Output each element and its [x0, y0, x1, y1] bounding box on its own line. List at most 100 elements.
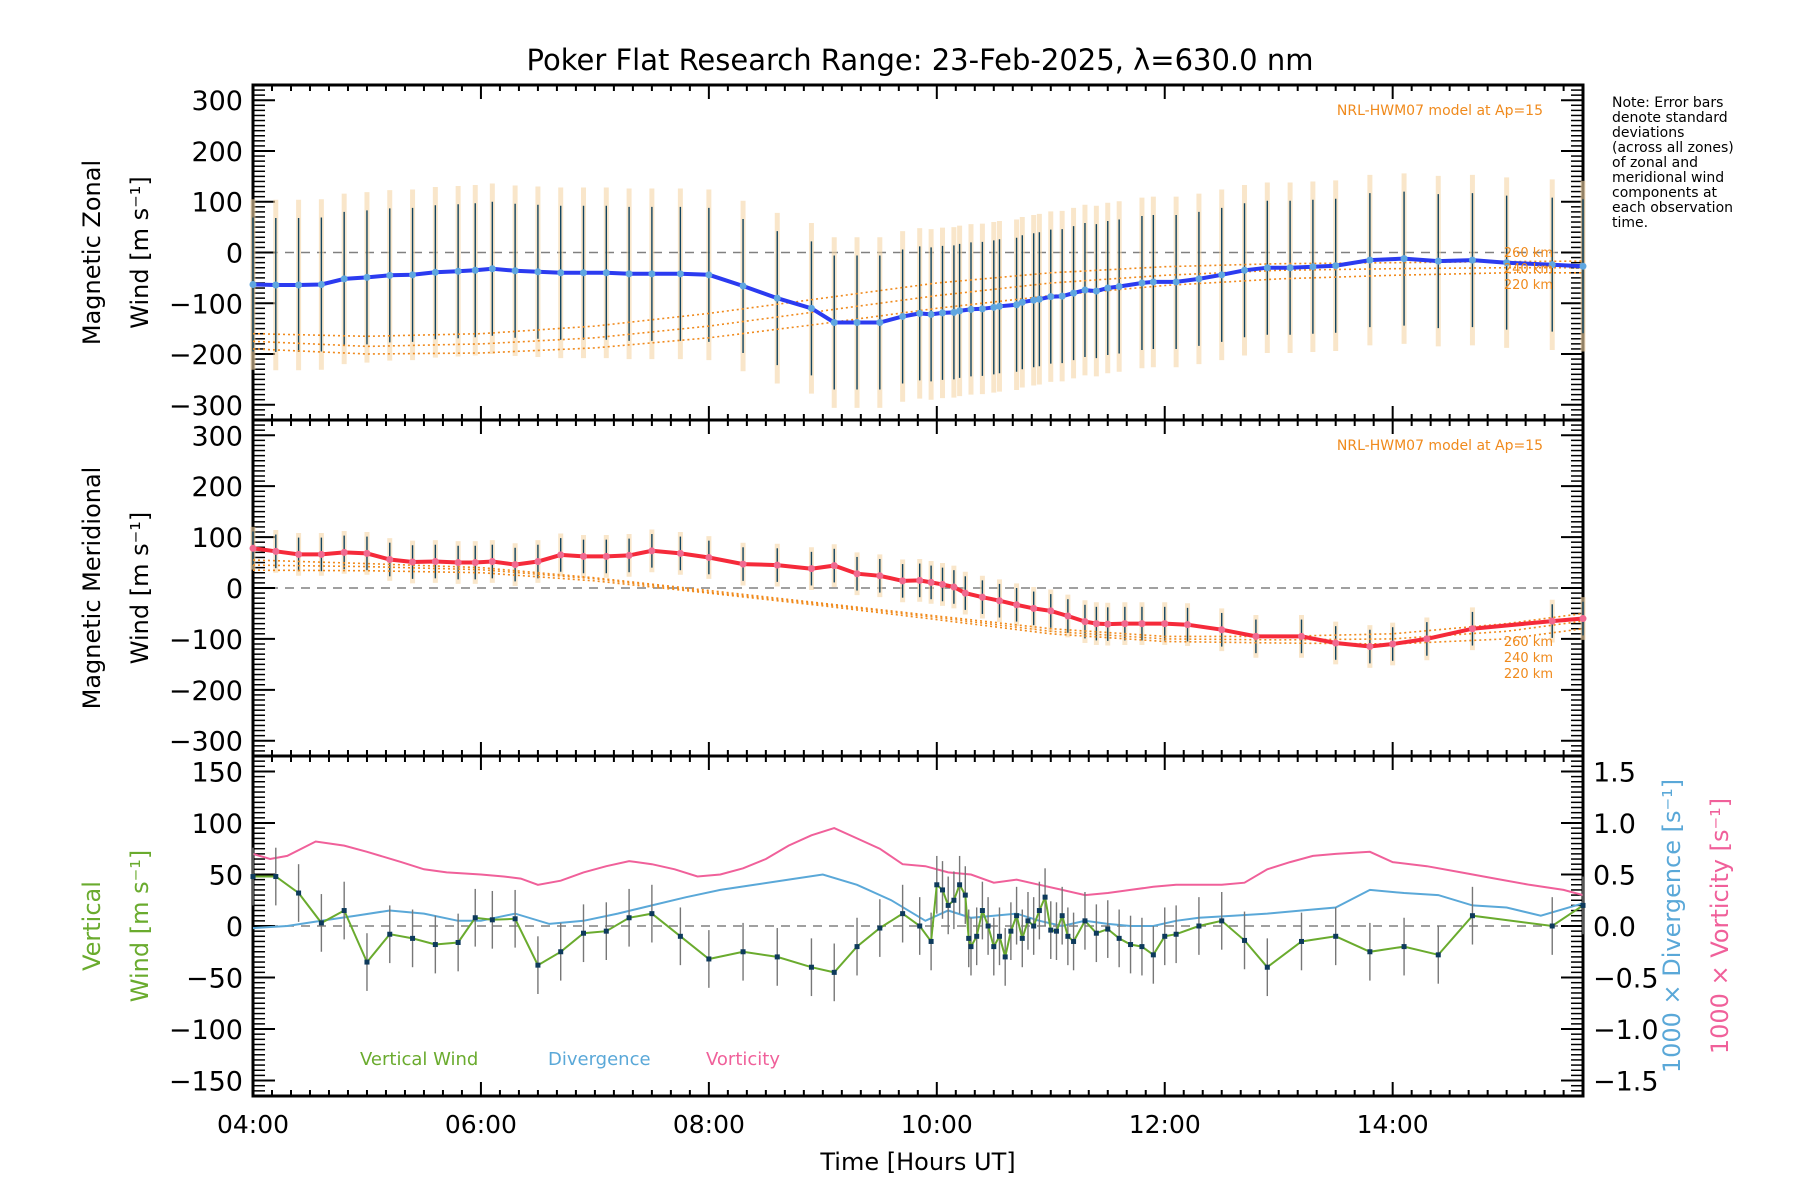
data-point — [1252, 632, 1260, 640]
data-point — [1309, 263, 1317, 271]
data-point — [916, 576, 924, 584]
data-point — [1423, 635, 1431, 643]
model-line-hwm07-240-km — [252, 266, 1583, 348]
model-line-hwm07-220-km — [252, 569, 1584, 645]
y-tick-label: 300 — [191, 421, 243, 452]
data-point — [512, 916, 518, 922]
data-point — [1121, 620, 1129, 628]
data-point — [602, 269, 610, 277]
data-point — [705, 271, 713, 279]
data-point — [854, 944, 860, 950]
data-point — [580, 552, 588, 560]
data-point — [386, 271, 394, 279]
data-point — [557, 551, 565, 559]
x-axis-label: Time [Hours UT] — [819, 1148, 1015, 1176]
data-point — [410, 935, 416, 941]
data-point — [1218, 626, 1226, 634]
data-point — [409, 271, 417, 279]
panels: 300 200 100 0 −100 −200 −300 Magnetic Zonal Wind… — [78, 83, 1734, 1139]
data-point — [1128, 942, 1134, 948]
data-point — [1196, 923, 1202, 929]
data-point — [968, 944, 974, 950]
data-point — [273, 874, 279, 880]
data-point — [1115, 283, 1123, 291]
right-tick-label: 1.0 — [1593, 809, 1636, 840]
data-point — [1139, 944, 1145, 950]
data-point — [1070, 289, 1078, 297]
data-point — [773, 294, 781, 302]
y-tick-label: −300 — [169, 727, 243, 758]
data-point — [996, 933, 1002, 939]
data-point — [950, 583, 958, 591]
data-point — [940, 887, 946, 893]
right-axis-label-vorticity: 1000 × Vorticity [s⁻¹] — [1706, 798, 1734, 1054]
data-point — [1184, 621, 1192, 629]
data-point — [1367, 949, 1373, 955]
data-point — [830, 562, 838, 570]
data-point — [557, 269, 565, 277]
data-point — [677, 933, 683, 939]
data-point — [1468, 256, 1476, 264]
data-point — [1047, 607, 1055, 615]
data-point — [317, 550, 325, 558]
right-tick-label: 0.0 — [1593, 912, 1636, 943]
data-point — [1081, 286, 1089, 294]
data-point — [705, 553, 713, 561]
panel-meridional: 300 200 100 0 −100 −200 −300 Magnetic Meridiona… — [78, 418, 1587, 758]
right-axis-label-divergence: 1000 × Divergence [s⁻¹] — [1658, 779, 1686, 1073]
data-point — [558, 949, 564, 955]
data-point — [927, 578, 935, 586]
data-point — [1548, 617, 1556, 625]
data-point — [454, 559, 462, 567]
altitude-label: 260 km — [1504, 246, 1553, 261]
x-tick-label: 14:00 — [1357, 1110, 1429, 1139]
data-point — [1064, 612, 1072, 620]
y-tick-label: −50 — [186, 964, 243, 995]
altitude-label: 240 km — [1504, 651, 1553, 666]
data-point — [899, 312, 907, 320]
altitude-label: 240 km — [1504, 262, 1553, 277]
data-point — [899, 577, 907, 585]
data-point — [1299, 938, 1305, 944]
model-label: NRL-HWM07 model at Ap=15 — [1337, 438, 1543, 454]
data-point — [974, 933, 980, 939]
data-point — [1263, 264, 1271, 272]
data-point — [1469, 913, 1475, 919]
data-point — [1104, 284, 1112, 292]
legend-item: Divergence — [548, 1049, 651, 1070]
data-point — [1093, 930, 1099, 936]
x-tick-label: 08:00 — [673, 1110, 745, 1139]
y-axis-label-line2: Wind [m s⁻¹] — [126, 176, 154, 328]
data-point — [995, 302, 1003, 310]
data-point — [945, 902, 951, 908]
data-point — [431, 268, 439, 276]
altitude-label: 220 km — [1504, 278, 1553, 293]
data-point — [1138, 620, 1146, 628]
x-tick-label: 12:00 — [1129, 1110, 1201, 1139]
series-line-vorticity — [252, 827, 1584, 897]
data-point — [1092, 620, 1100, 628]
data-point — [1018, 298, 1026, 306]
model-line-hwm07-260-km — [252, 260, 1584, 338]
y-axis-label-line1: Vertical — [78, 881, 106, 971]
data-point — [625, 270, 633, 278]
data-point — [900, 911, 906, 917]
right-tick-label: −1.0 — [1593, 1015, 1659, 1046]
data-point — [1030, 296, 1038, 304]
data-point — [1002, 954, 1008, 960]
data-point — [1030, 604, 1038, 612]
data-point — [1059, 913, 1065, 919]
y-tick-label: 100 — [191, 523, 243, 554]
data-point — [1332, 262, 1340, 270]
right-tick-label: −0.5 — [1593, 964, 1659, 995]
data-point — [1195, 275, 1203, 283]
data-point — [830, 319, 838, 327]
data-point — [739, 560, 747, 568]
data-point — [740, 949, 746, 955]
data-point — [471, 266, 479, 274]
data-point — [934, 882, 940, 888]
panel-zonal: 300 200 100 0 −100 −200 −300 Magnetic Zonal Wind… — [78, 83, 1587, 422]
legend-item: Vorticity — [706, 1049, 780, 1070]
error-bar-note: Note: Error bars denote standard deviati… — [1612, 95, 1734, 231]
